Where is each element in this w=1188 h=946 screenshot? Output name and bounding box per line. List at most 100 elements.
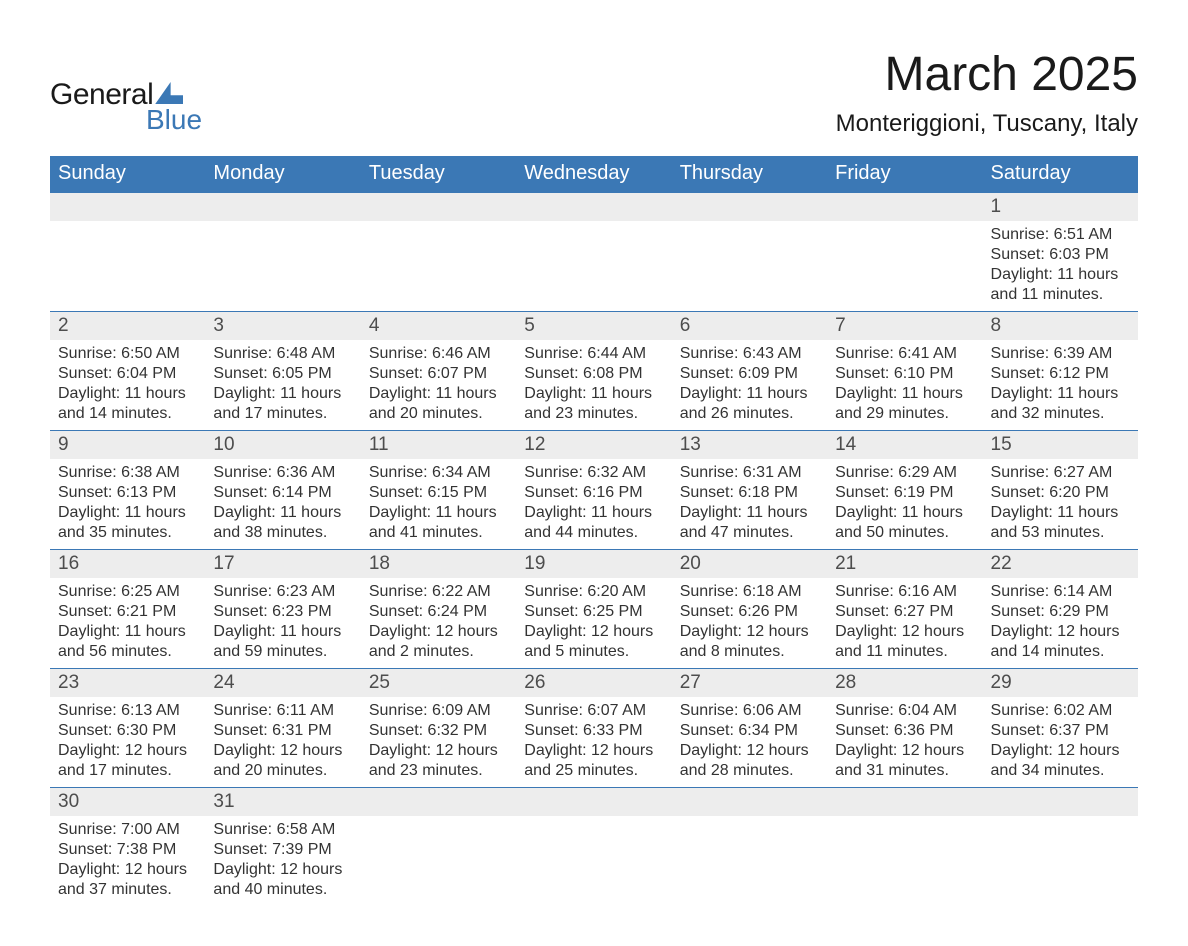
day-number-cell bbox=[827, 788, 982, 817]
day-number-cell: 9 bbox=[50, 431, 205, 460]
day-number: 22 bbox=[991, 553, 1012, 574]
day-sunset: Sunset: 6:32 PM bbox=[369, 721, 508, 741]
day-day1: Daylight: 12 hours bbox=[58, 860, 197, 880]
day-day2: and 29 minutes. bbox=[835, 404, 974, 424]
day-number-cell bbox=[827, 193, 982, 221]
day-day1: Daylight: 11 hours bbox=[524, 384, 663, 404]
day-number-cell: 8 bbox=[983, 312, 1138, 341]
day-number: 14 bbox=[835, 434, 856, 455]
day-info-cell: Sunrise: 6:20 AMSunset: 6:25 PMDaylight:… bbox=[516, 578, 671, 669]
day-day1: Daylight: 12 hours bbox=[524, 741, 663, 761]
day-sunset: Sunset: 6:12 PM bbox=[991, 364, 1130, 384]
day-day2: and 17 minutes. bbox=[213, 404, 352, 424]
day-info-cell: Sunrise: 6:07 AMSunset: 6:33 PMDaylight:… bbox=[516, 697, 671, 788]
day-sunrise: Sunrise: 6:18 AM bbox=[680, 582, 819, 602]
day-day2: and 35 minutes. bbox=[58, 523, 197, 543]
day-number-cell bbox=[516, 193, 671, 221]
day-sunset: Sunset: 6:24 PM bbox=[369, 602, 508, 622]
col-saturday: Saturday bbox=[983, 156, 1138, 193]
day-number: 26 bbox=[524, 672, 545, 693]
day-number: 4 bbox=[369, 315, 380, 336]
day-sunrise: Sunrise: 6:58 AM bbox=[213, 820, 352, 840]
day-info-cell: Sunrise: 6:09 AMSunset: 6:32 PMDaylight:… bbox=[361, 697, 516, 788]
day-number: 20 bbox=[680, 553, 701, 574]
col-wednesday: Wednesday bbox=[516, 156, 671, 193]
day-day1: Daylight: 11 hours bbox=[369, 384, 508, 404]
day-info-cell bbox=[983, 816, 1138, 906]
day-day1: Daylight: 12 hours bbox=[835, 741, 974, 761]
day-number: 29 bbox=[991, 672, 1012, 693]
day-sunrise: Sunrise: 6:16 AM bbox=[835, 582, 974, 602]
day-sunrise: Sunrise: 6:51 AM bbox=[991, 225, 1130, 245]
day-day2: and 44 minutes. bbox=[524, 523, 663, 543]
day-sunrise: Sunrise: 6:04 AM bbox=[835, 701, 974, 721]
day-day1: Daylight: 11 hours bbox=[524, 503, 663, 523]
day-number: 19 bbox=[524, 553, 545, 574]
day-sunrise: Sunrise: 6:13 AM bbox=[58, 701, 197, 721]
weekday-header-row: Sunday Monday Tuesday Wednesday Thursday… bbox=[50, 156, 1138, 193]
day-day2: and 26 minutes. bbox=[680, 404, 819, 424]
day-sunset: Sunset: 6:05 PM bbox=[213, 364, 352, 384]
day-number: 24 bbox=[213, 672, 234, 693]
day-day2: and 41 minutes. bbox=[369, 523, 508, 543]
day-number-cell: 12 bbox=[516, 431, 671, 460]
day-day1: Daylight: 11 hours bbox=[213, 503, 352, 523]
day-day1: Daylight: 12 hours bbox=[680, 741, 819, 761]
day-info-cell bbox=[827, 816, 982, 906]
day-day2: and 17 minutes. bbox=[58, 761, 197, 781]
day-sunset: Sunset: 6:36 PM bbox=[835, 721, 974, 741]
day-day2: and 11 minutes. bbox=[991, 285, 1130, 305]
day-sunrise: Sunrise: 6:02 AM bbox=[991, 701, 1130, 721]
day-number-cell: 17 bbox=[205, 550, 360, 579]
col-friday: Friday bbox=[827, 156, 982, 193]
day-day1: Daylight: 12 hours bbox=[369, 741, 508, 761]
day-sunset: Sunset: 6:07 PM bbox=[369, 364, 508, 384]
day-sunset: Sunset: 6:21 PM bbox=[58, 602, 197, 622]
day-day1: Daylight: 11 hours bbox=[213, 384, 352, 404]
logo-text-general: General bbox=[50, 78, 153, 112]
day-day2: and 14 minutes. bbox=[58, 404, 197, 424]
day-number-cell: 3 bbox=[205, 312, 360, 341]
week-daynum-row: 161718 19 20 21 22 bbox=[50, 550, 1138, 579]
day-info-cell: Sunrise: 6:02 AMSunset: 6:37 PMDaylight:… bbox=[983, 697, 1138, 788]
day-number: 10 bbox=[213, 434, 234, 455]
day-day1: Daylight: 11 hours bbox=[991, 265, 1130, 285]
day-day2: and 11 minutes. bbox=[835, 642, 974, 662]
week-info-row: Sunrise: 7:00 AMSunset: 7:38 PMDaylight:… bbox=[50, 816, 1138, 906]
day-sunset: Sunset: 6:08 PM bbox=[524, 364, 663, 384]
day-day1: Daylight: 11 hours bbox=[835, 503, 974, 523]
day-number-cell: 1 bbox=[983, 193, 1138, 221]
day-sunrise: Sunrise: 6:29 AM bbox=[835, 463, 974, 483]
day-number-cell: 14 bbox=[827, 431, 982, 460]
day-number: 7 bbox=[835, 315, 846, 336]
day-day1: Daylight: 11 hours bbox=[835, 384, 974, 404]
week-info-row: Sunrise: 6:38 AMSunset: 6:13 PMDaylight:… bbox=[50, 459, 1138, 550]
day-number-cell bbox=[672, 193, 827, 221]
day-sunrise: Sunrise: 6:22 AM bbox=[369, 582, 508, 602]
day-sunrise: Sunrise: 6:11 AM bbox=[213, 701, 352, 721]
day-info-cell: Sunrise: 6:41 AMSunset: 6:10 PMDaylight:… bbox=[827, 340, 982, 431]
week-daynum-row: 3031 bbox=[50, 788, 1138, 817]
week-daynum-row: 9101112131415 bbox=[50, 431, 1138, 460]
day-sunset: Sunset: 6:13 PM bbox=[58, 483, 197, 503]
day-sunset: Sunset: 6:10 PM bbox=[835, 364, 974, 384]
day-day2: and 38 minutes. bbox=[213, 523, 352, 543]
day-number-cell: 15 bbox=[983, 431, 1138, 460]
day-day1: Daylight: 12 hours bbox=[991, 622, 1130, 642]
day-sunset: Sunset: 6:30 PM bbox=[58, 721, 197, 741]
day-day2: and 50 minutes. bbox=[835, 523, 974, 543]
day-number-cell: 16 bbox=[50, 550, 205, 579]
day-day1: Daylight: 11 hours bbox=[680, 503, 819, 523]
day-number: 21 bbox=[835, 553, 856, 574]
day-number-cell: 18 bbox=[361, 550, 516, 579]
day-number: 1 bbox=[991, 196, 1002, 217]
day-info-cell bbox=[50, 221, 205, 312]
day-sunset: Sunset: 6:15 PM bbox=[369, 483, 508, 503]
day-number-cell bbox=[516, 788, 671, 817]
day-day2: and 53 minutes. bbox=[991, 523, 1130, 543]
day-sunrise: Sunrise: 6:46 AM bbox=[369, 344, 508, 364]
day-day2: and 37 minutes. bbox=[58, 880, 197, 900]
day-sunrise: Sunrise: 6:25 AM bbox=[58, 582, 197, 602]
day-number-cell: 11 bbox=[361, 431, 516, 460]
day-number-cell: 29 bbox=[983, 669, 1138, 698]
